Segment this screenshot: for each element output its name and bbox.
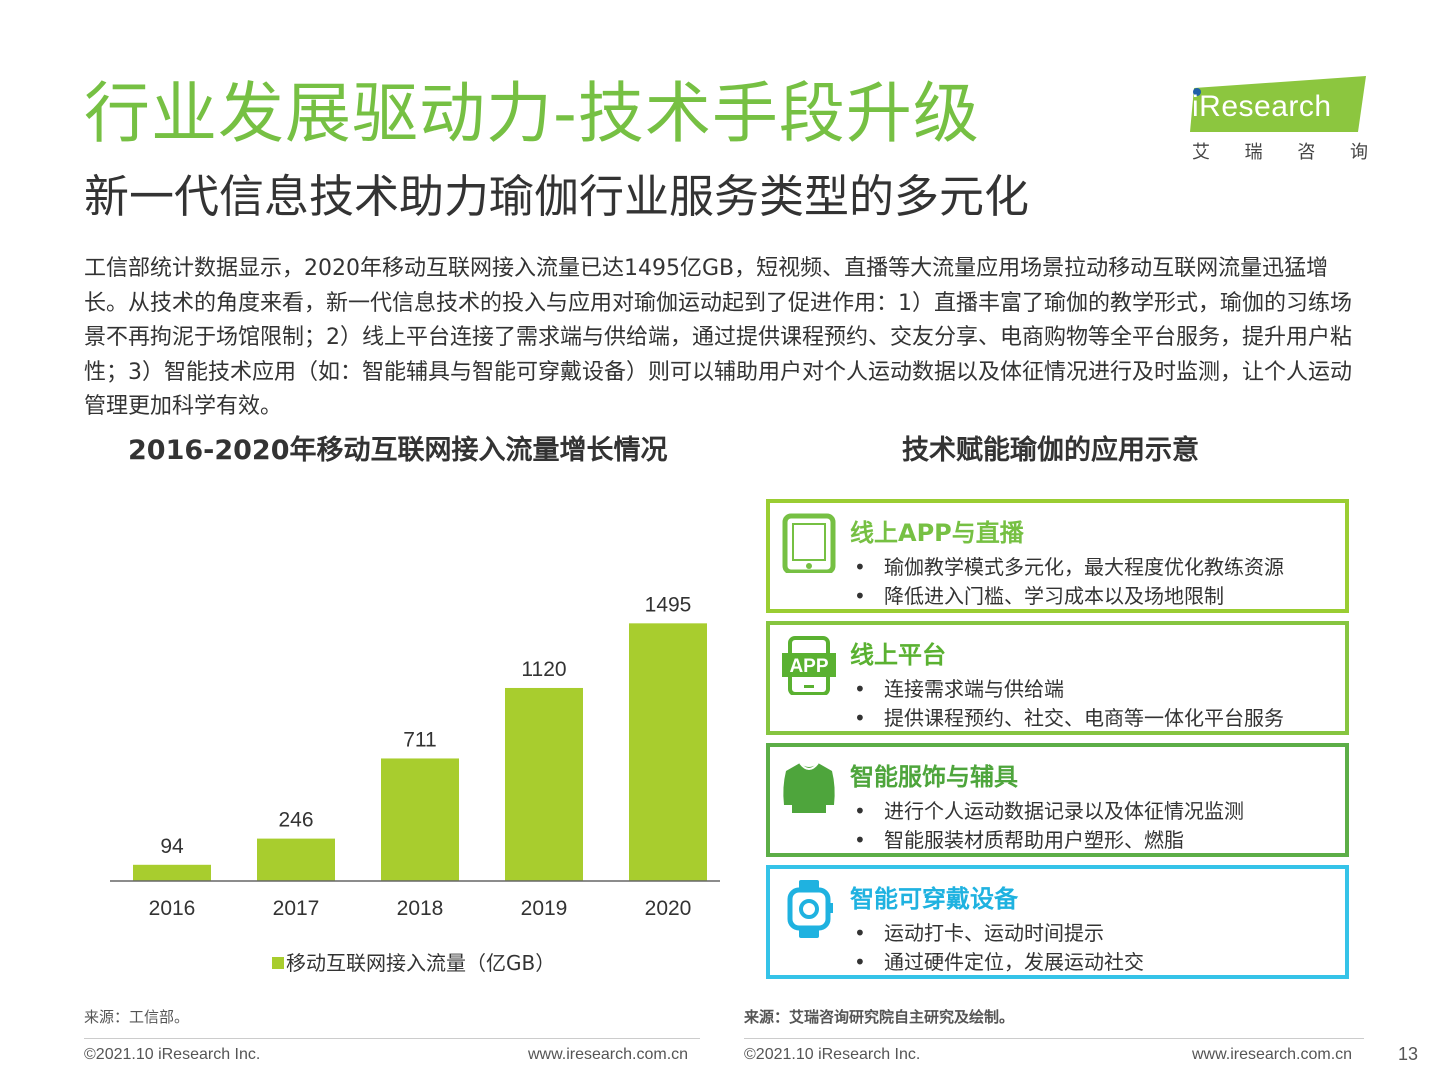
card-bullet: 运动打卡、运动时间提示: [854, 919, 1144, 948]
chart-tick-label: 2018: [397, 897, 444, 920]
footer-copyright-right: ©2021.10 iResearch Inc.: [744, 1046, 921, 1063]
chart-bar: [505, 687, 583, 881]
card-bullet: 降低进入门槛、学习成本以及场地限制: [854, 582, 1284, 611]
app-icon-text: APP: [789, 656, 828, 677]
card-title: 智能可穿戴设备: [850, 885, 1018, 913]
card-title: 线上平台: [850, 641, 946, 669]
chart-tick-label: 2016: [149, 897, 196, 920]
application-title: 技术赋能瑜伽的应用示意: [902, 435, 1199, 466]
card-bullet: 进行个人运动数据记录以及体征情况监测: [854, 797, 1244, 826]
traffic-bar-chart: 94 2016 246 2017 711 2018 1120 2019 1495 2020 移动互联…: [110, 593, 720, 975]
chart-data-label: 1495: [645, 593, 692, 616]
chart-bar: [257, 838, 335, 881]
chart-data-label: 94: [160, 835, 184, 858]
chart-data-label: 711: [403, 728, 436, 751]
tablet-icon: [782, 513, 836, 573]
chart-tick-label: 2017: [273, 897, 320, 920]
legend-label: 移动互联网接入流量（亿GB）: [286, 951, 555, 975]
chart-tick-label: 2019: [521, 897, 568, 920]
logo-cn-char: 咨: [1297, 142, 1316, 163]
logo-cn-char: 艾: [1192, 142, 1210, 163]
page-title: 行业发展驱动力-技术手段升级: [84, 75, 980, 152]
chart-bar: [629, 623, 707, 881]
chart-tick-label: 2020: [645, 897, 692, 920]
card-bullets: 运动打卡、运动时间提示 通过硬件定位，发展运动社交: [854, 919, 1144, 977]
logo-cn-text: 艾 瑞 咨 询: [1192, 138, 1368, 164]
chart-data-label: 1120: [521, 658, 566, 681]
source-note-left: 来源：工信部。: [84, 1008, 190, 1026]
card-online-platform: APP 线上平台 连接需求端与供给端 提供课程预约、社交、电商等一体化平台服务: [766, 621, 1349, 735]
card-bullet: 通过硬件定位，发展运动社交: [854, 948, 1144, 977]
logo-cn-char: 瑞: [1244, 142, 1263, 163]
logo-cn-char: 询: [1349, 142, 1368, 163]
card-bullets: 进行个人运动数据记录以及体征情况监测 智能服装材质帮助用户塑形、燃脂: [854, 797, 1244, 855]
shirt-icon: [783, 762, 835, 813]
intro-paragraph: 工信部统计数据显示，2020年移动互联网接入流量已达1495亿GB，短视频、直播…: [84, 256, 1353, 419]
card-bullets: 瑜伽教学模式多元化，最大程度优化教练资源 降低进入门槛、学习成本以及场地限制: [854, 553, 1284, 611]
card-title: 线上APP与直播: [850, 519, 1024, 547]
card-bullet: 提供课程预约、社交、电商等一体化平台服务: [854, 704, 1284, 733]
legend-swatch: [272, 957, 284, 969]
card-smart-apparel: 智能服饰与辅具 进行个人运动数据记录以及体征情况监测 智能服装材质帮助用户塑形、…: [766, 743, 1349, 857]
footer-divider-right: [744, 1038, 1364, 1039]
footer-url-left[interactable]: www.iresearch.com.cn: [528, 1046, 689, 1063]
card-bullets: 连接需求端与供给端 提供课程预约、社交、电商等一体化平台服务: [854, 675, 1284, 733]
card-bullet: 瑜伽教学模式多元化，最大程度优化教练资源: [854, 553, 1284, 582]
chart-data-label: 246: [278, 809, 313, 832]
card-bullet: 智能服装材质帮助用户塑形、燃脂: [854, 826, 1244, 855]
smartwatch-icon: [787, 880, 833, 938]
footer-url-right[interactable]: www.iresearch.com.cn: [1192, 1046, 1353, 1063]
iresearch-logo: iResearch 艾 瑞 咨 询: [1188, 74, 1368, 164]
source-note-right: 来源：艾瑞咨询研究院自主研究及绘制。: [744, 1008, 1015, 1026]
page-number: 13: [1398, 1044, 1419, 1064]
footer-divider-left: [84, 1038, 700, 1039]
chart-bar: [133, 864, 211, 881]
footer-copyright-left: ©2021.10 iResearch Inc.: [84, 1046, 261, 1063]
page-subtitle: 新一代信息技术助力瑜伽行业服务类型的多元化: [84, 170, 1030, 223]
chart-title: 2016-2020年移动互联网接入流量增长情况: [128, 435, 668, 466]
logo-shape-icon: [1190, 76, 1366, 132]
card-bullet: 连接需求端与供给端: [854, 675, 1284, 704]
logo-wordmark: iResearch: [1192, 90, 1332, 123]
card-online-app-live: 线上APP与直播 瑜伽教学模式多元化，最大程度优化教练资源 降低进入门槛、学习成…: [766, 499, 1349, 613]
chart-bar: [381, 758, 459, 881]
card-smart-wearable: 智能可穿戴设备 运动打卡、运动时间提示 通过硬件定位，发展运动社交: [766, 865, 1349, 979]
app-phone-icon: APP: [782, 636, 836, 695]
card-title: 智能服饰与辅具: [850, 763, 1018, 791]
